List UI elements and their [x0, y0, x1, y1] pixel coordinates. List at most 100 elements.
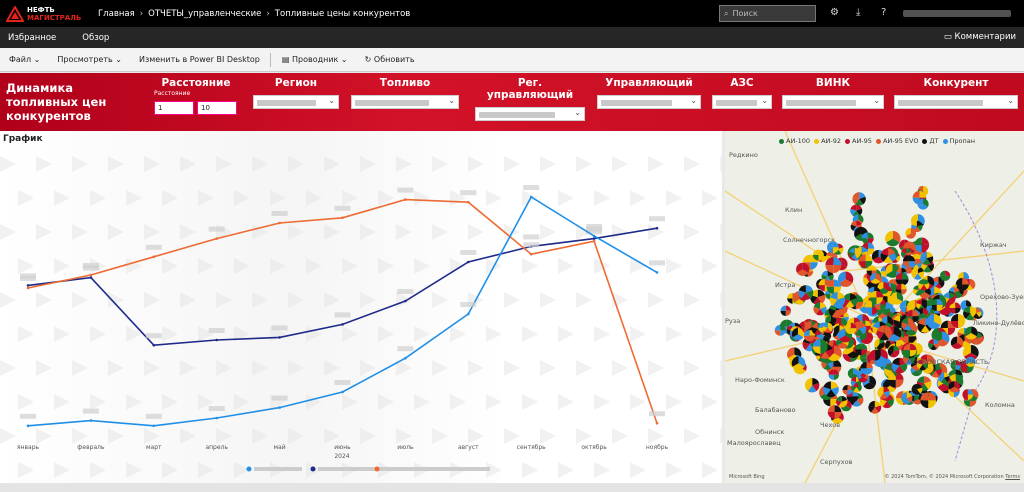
map-pie-marker[interactable]	[948, 381, 960, 393]
distance-min-input[interactable]: 1	[154, 101, 194, 115]
data-point[interactable]	[89, 419, 93, 422]
map-legend-item[interactable]: АИ-95 EVO	[875, 137, 918, 145]
map-pie-marker[interactable]	[860, 361, 873, 375]
map-pie-marker[interactable]	[818, 279, 831, 292]
data-point[interactable]	[152, 343, 156, 347]
map-pie-marker[interactable]	[930, 298, 943, 311]
file-menu[interactable]: Файл ⌄	[9, 55, 40, 64]
map-pie-marker[interactable]	[962, 389, 974, 400]
data-point[interactable]	[278, 221, 281, 225]
view-menu[interactable]: Просмотреть ⌄	[57, 55, 122, 64]
map-pie-marker[interactable]	[787, 347, 802, 362]
map-pie-marker[interactable]	[780, 305, 792, 317]
data-point[interactable]	[404, 299, 407, 303]
map-pie-marker[interactable]	[866, 265, 877, 276]
map-pie-marker[interactable]	[825, 257, 842, 274]
map-pie-marker[interactable]	[791, 356, 806, 371]
map-pie-marker[interactable]	[877, 386, 890, 399]
slicer-fuel-dropdown[interactable]: ⌄	[351, 95, 459, 109]
slicer-station-dropdown[interactable]: ⌄	[712, 95, 772, 109]
refresh-button[interactable]: ↻ Обновить	[365, 55, 415, 64]
map-pie-marker[interactable]	[938, 372, 950, 384]
slicer-manager[interactable]: Управляющий ⌄	[597, 77, 701, 109]
map-pie-marker[interactable]	[895, 272, 909, 286]
distance-max-input[interactable]: 10	[197, 101, 237, 115]
slicer-fuel[interactable]: Топливо ⌄	[351, 77, 459, 109]
slicer-manager-dropdown[interactable]: ⌄	[597, 95, 701, 109]
legend-label-blurred[interactable]	[254, 467, 302, 471]
map-pie-marker[interactable]	[917, 198, 929, 210]
breadcrumb-workspace[interactable]: ОТЧЕТЫ_управленческие	[148, 8, 262, 19]
map-pie-marker[interactable]	[852, 192, 866, 206]
help-icon[interactable]: ?	[881, 7, 887, 18]
map-pie-marker[interactable]	[902, 255, 915, 268]
slicer-competitor-dropdown[interactable]: ⌄	[894, 95, 1018, 109]
data-point[interactable]	[592, 239, 596, 243]
data-point[interactable]	[152, 255, 156, 259]
data-point[interactable]	[529, 252, 533, 256]
data-point[interactable]	[89, 273, 93, 277]
map-pie-marker[interactable]	[911, 383, 923, 395]
map-pie-marker[interactable]	[823, 381, 839, 398]
slicer-vink-dropdown[interactable]: ⌄	[782, 95, 884, 109]
breadcrumb-home[interactable]: Главная	[98, 8, 135, 19]
map-pie-marker[interactable]	[901, 317, 915, 331]
slicer-competitor[interactable]: Конкурент ⌄	[894, 77, 1018, 109]
data-point[interactable]	[215, 416, 218, 420]
map-pie-marker[interactable]	[821, 357, 834, 370]
map-pie-marker[interactable]	[804, 377, 820, 393]
map-pie-marker[interactable]	[901, 392, 913, 404]
map-legend-item[interactable]: ДТ	[922, 137, 939, 145]
map-pie-marker[interactable]	[890, 292, 904, 305]
map-pie-marker[interactable]	[803, 329, 816, 342]
data-point[interactable]	[341, 390, 344, 394]
map-pie-marker[interactable]	[837, 271, 854, 287]
map-pie-marker[interactable]	[869, 349, 881, 361]
data-point[interactable]	[655, 226, 659, 230]
map-pie-marker[interactable]	[880, 248, 896, 264]
map-pie-marker[interactable]	[916, 359, 929, 371]
map-pie-marker[interactable]	[844, 322, 857, 334]
breadcrumb-report[interactable]: Топливные цены конкурентов	[274, 8, 411, 19]
slicer-region-dropdown[interactable]: ⌄	[253, 95, 339, 109]
slicer-regional-manager[interactable]: Рег. управляющий ⌄	[475, 77, 585, 121]
map-pie-marker[interactable]	[826, 241, 839, 254]
edit-desktop-button[interactable]: Изменить в Power BI Desktop	[138, 55, 260, 64]
map-legend-item[interactable]: АИ-95	[845, 137, 872, 145]
map-pie-marker[interactable]	[951, 313, 966, 329]
explorer-menu[interactable]: ▤ Проводник ⌄	[282, 55, 348, 64]
nav-browse[interactable]: Обзор	[82, 32, 110, 43]
map-legend-item[interactable]: Пропан	[942, 137, 975, 145]
data-point[interactable]	[467, 312, 470, 316]
slicer-station[interactable]: АЗС ⌄	[712, 77, 772, 109]
company-logo[interactable]: НЕФТЬ МАГИСТРАЛЬ	[0, 0, 88, 27]
data-point[interactable]	[215, 237, 218, 240]
map-pie-marker[interactable]	[920, 251, 934, 265]
slicer-vink[interactable]: ВИНК ⌄	[782, 77, 884, 109]
map-pie-marker[interactable]	[950, 336, 964, 349]
map-pie-marker[interactable]	[964, 326, 978, 340]
map-pie-marker[interactable]	[905, 228, 916, 239]
map-pie-marker[interactable]	[949, 302, 961, 314]
map-pie-marker[interactable]	[918, 279, 930, 291]
data-point[interactable]	[89, 276, 93, 279]
map-pie-marker[interactable]	[891, 357, 908, 374]
slicer-regional-manager-dropdown[interactable]: ⌄	[475, 107, 585, 121]
map-pie-marker[interactable]	[791, 328, 805, 341]
user-account[interactable]	[903, 10, 1011, 17]
map-pie-marker[interactable]	[874, 338, 885, 350]
data-point[interactable]	[26, 286, 30, 290]
map-pie-marker[interactable]	[914, 237, 930, 253]
data-point[interactable]	[529, 195, 533, 199]
data-point[interactable]	[215, 338, 218, 342]
data-point[interactable]	[467, 260, 470, 264]
map-pie-marker[interactable]	[855, 343, 868, 356]
map-pie-marker[interactable]	[836, 396, 848, 408]
map-pie-marker[interactable]	[813, 302, 827, 316]
comments-button[interactable]: ▭ Комментарии	[944, 32, 1016, 42]
legend-label-blurred[interactable]	[382, 467, 490, 471]
download-icon[interactable]: ⤓	[856, 7, 861, 18]
data-point[interactable]	[26, 284, 30, 287]
map-pie-marker[interactable]	[965, 356, 976, 367]
map-pie-marker[interactable]	[870, 272, 881, 284]
